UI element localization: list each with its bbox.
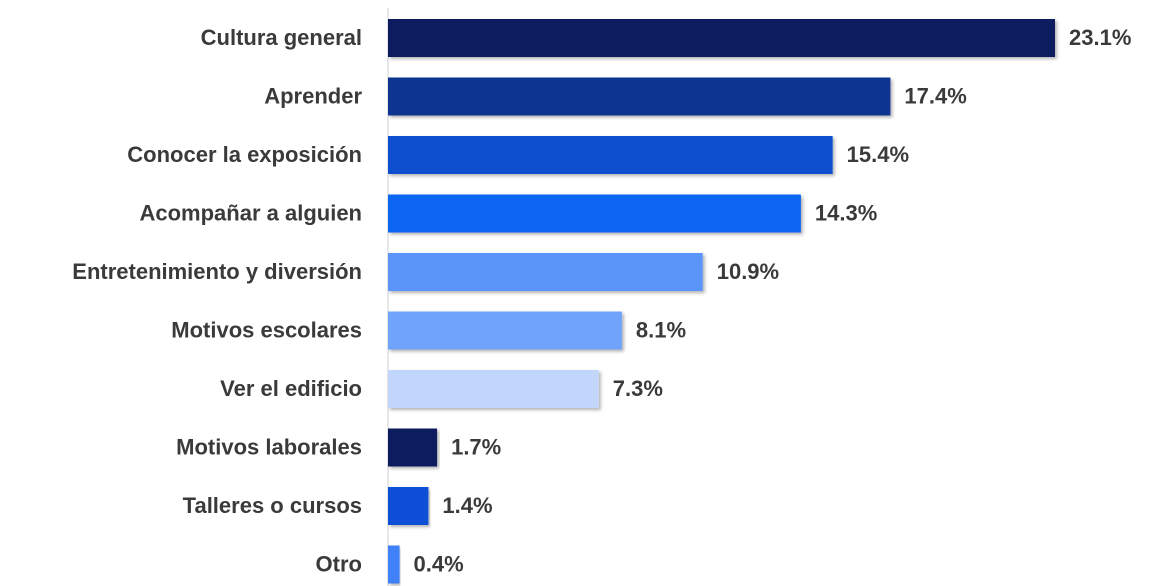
category-label: Talleres o cursos [183, 493, 362, 518]
category-label: Conocer la exposición [127, 142, 362, 167]
bar [388, 194, 801, 233]
value-label: 10.9% [717, 259, 779, 284]
category-label: Acompañar a alguien [139, 200, 362, 225]
value-label: 1.4% [442, 493, 492, 518]
category-label: Motivos escolares [171, 317, 362, 342]
category-label: Motivos laborales [176, 434, 362, 459]
bar [388, 19, 1055, 57]
bar [388, 428, 438, 467]
bar [388, 136, 833, 174]
value-label: 14.3% [815, 200, 877, 225]
value-label: 17.4% [904, 83, 966, 108]
bar [388, 311, 622, 350]
value-label: 0.4% [414, 551, 464, 576]
bar [388, 77, 891, 116]
value-label: 23.1% [1069, 25, 1131, 50]
value-label: 8.1% [636, 317, 686, 342]
bar [388, 545, 400, 584]
value-label: 7.3% [613, 376, 663, 401]
value-label: 15.4% [847, 142, 909, 167]
category-label: Entretenimiento y diversión [72, 259, 362, 284]
category-label: Aprender [264, 83, 362, 108]
bar [388, 253, 703, 291]
bar [388, 370, 599, 408]
category-label: Otro [316, 551, 362, 576]
bar [388, 487, 429, 525]
category-label: Ver el edificio [220, 376, 362, 401]
value-label: 1.7% [451, 434, 501, 459]
category-label: Cultura general [201, 25, 362, 50]
